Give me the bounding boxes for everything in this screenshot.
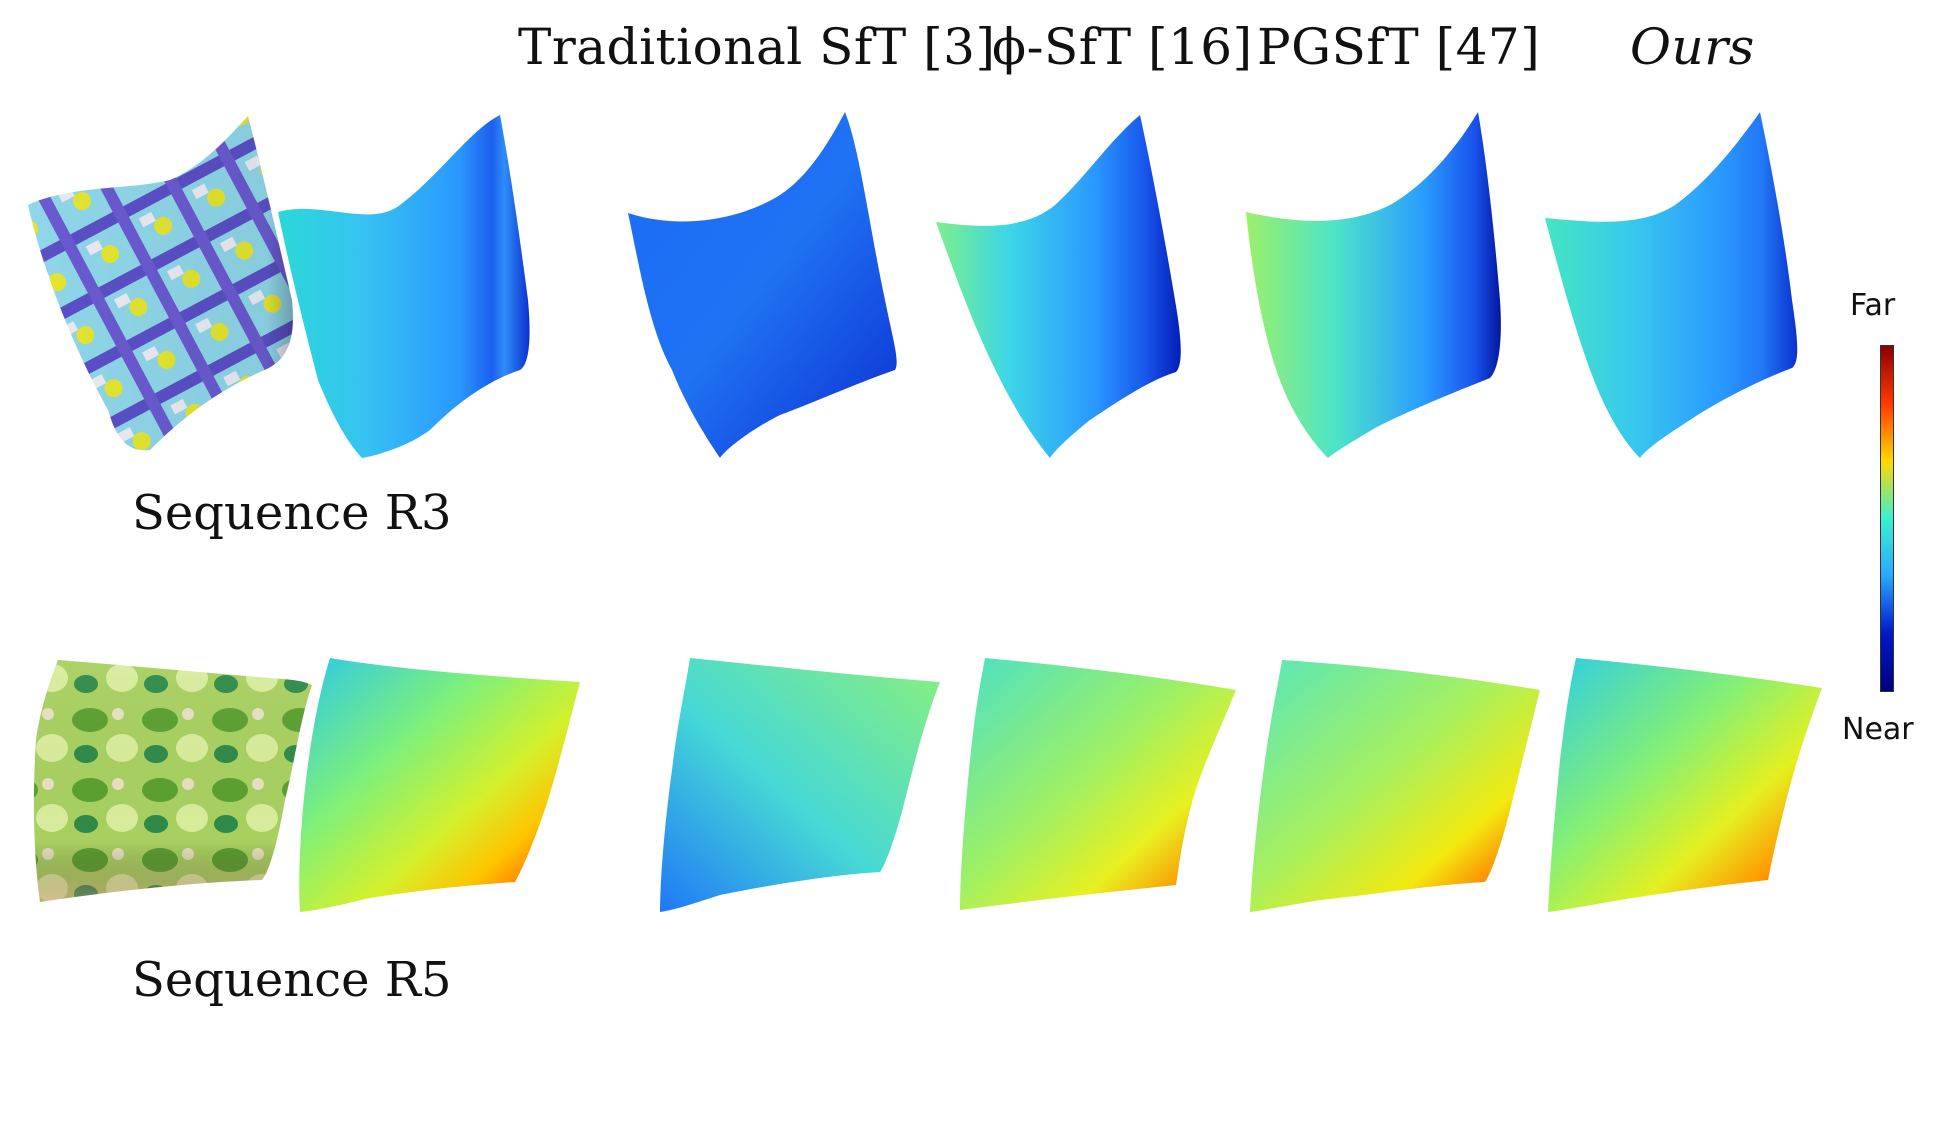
r5-ground-truth [299, 658, 580, 912]
header-pgsft: PGSfT [47] [1257, 18, 1541, 76]
colorbar-near-label: Near [1842, 712, 1914, 747]
r3-ours [1545, 112, 1798, 458]
r3-traditional-sft [628, 112, 897, 458]
r3-pgsft [1246, 112, 1501, 458]
r3-ground-truth [278, 115, 530, 458]
r3-phi-sft [936, 115, 1181, 458]
r3-input-image [28, 116, 293, 451]
header-ours: Ours [1630, 18, 1755, 76]
header-traditional-sft: Traditional SfT [3] [518, 18, 996, 76]
colorbar [1880, 345, 1894, 692]
r5-input-image [33, 660, 312, 902]
colorbar-far-label: Far [1850, 288, 1896, 323]
r5-traditional-sft [660, 658, 940, 912]
r5-pgsft [1250, 660, 1540, 912]
r5-ours [1548, 658, 1822, 912]
sequence-label-r3: Sequence R3 [132, 485, 452, 541]
r5-phi-sft [960, 658, 1236, 910]
header-phi-sft: ϕ-SfT [16] [992, 18, 1253, 76]
sequence-label-r5: Sequence R5 [132, 952, 452, 1008]
